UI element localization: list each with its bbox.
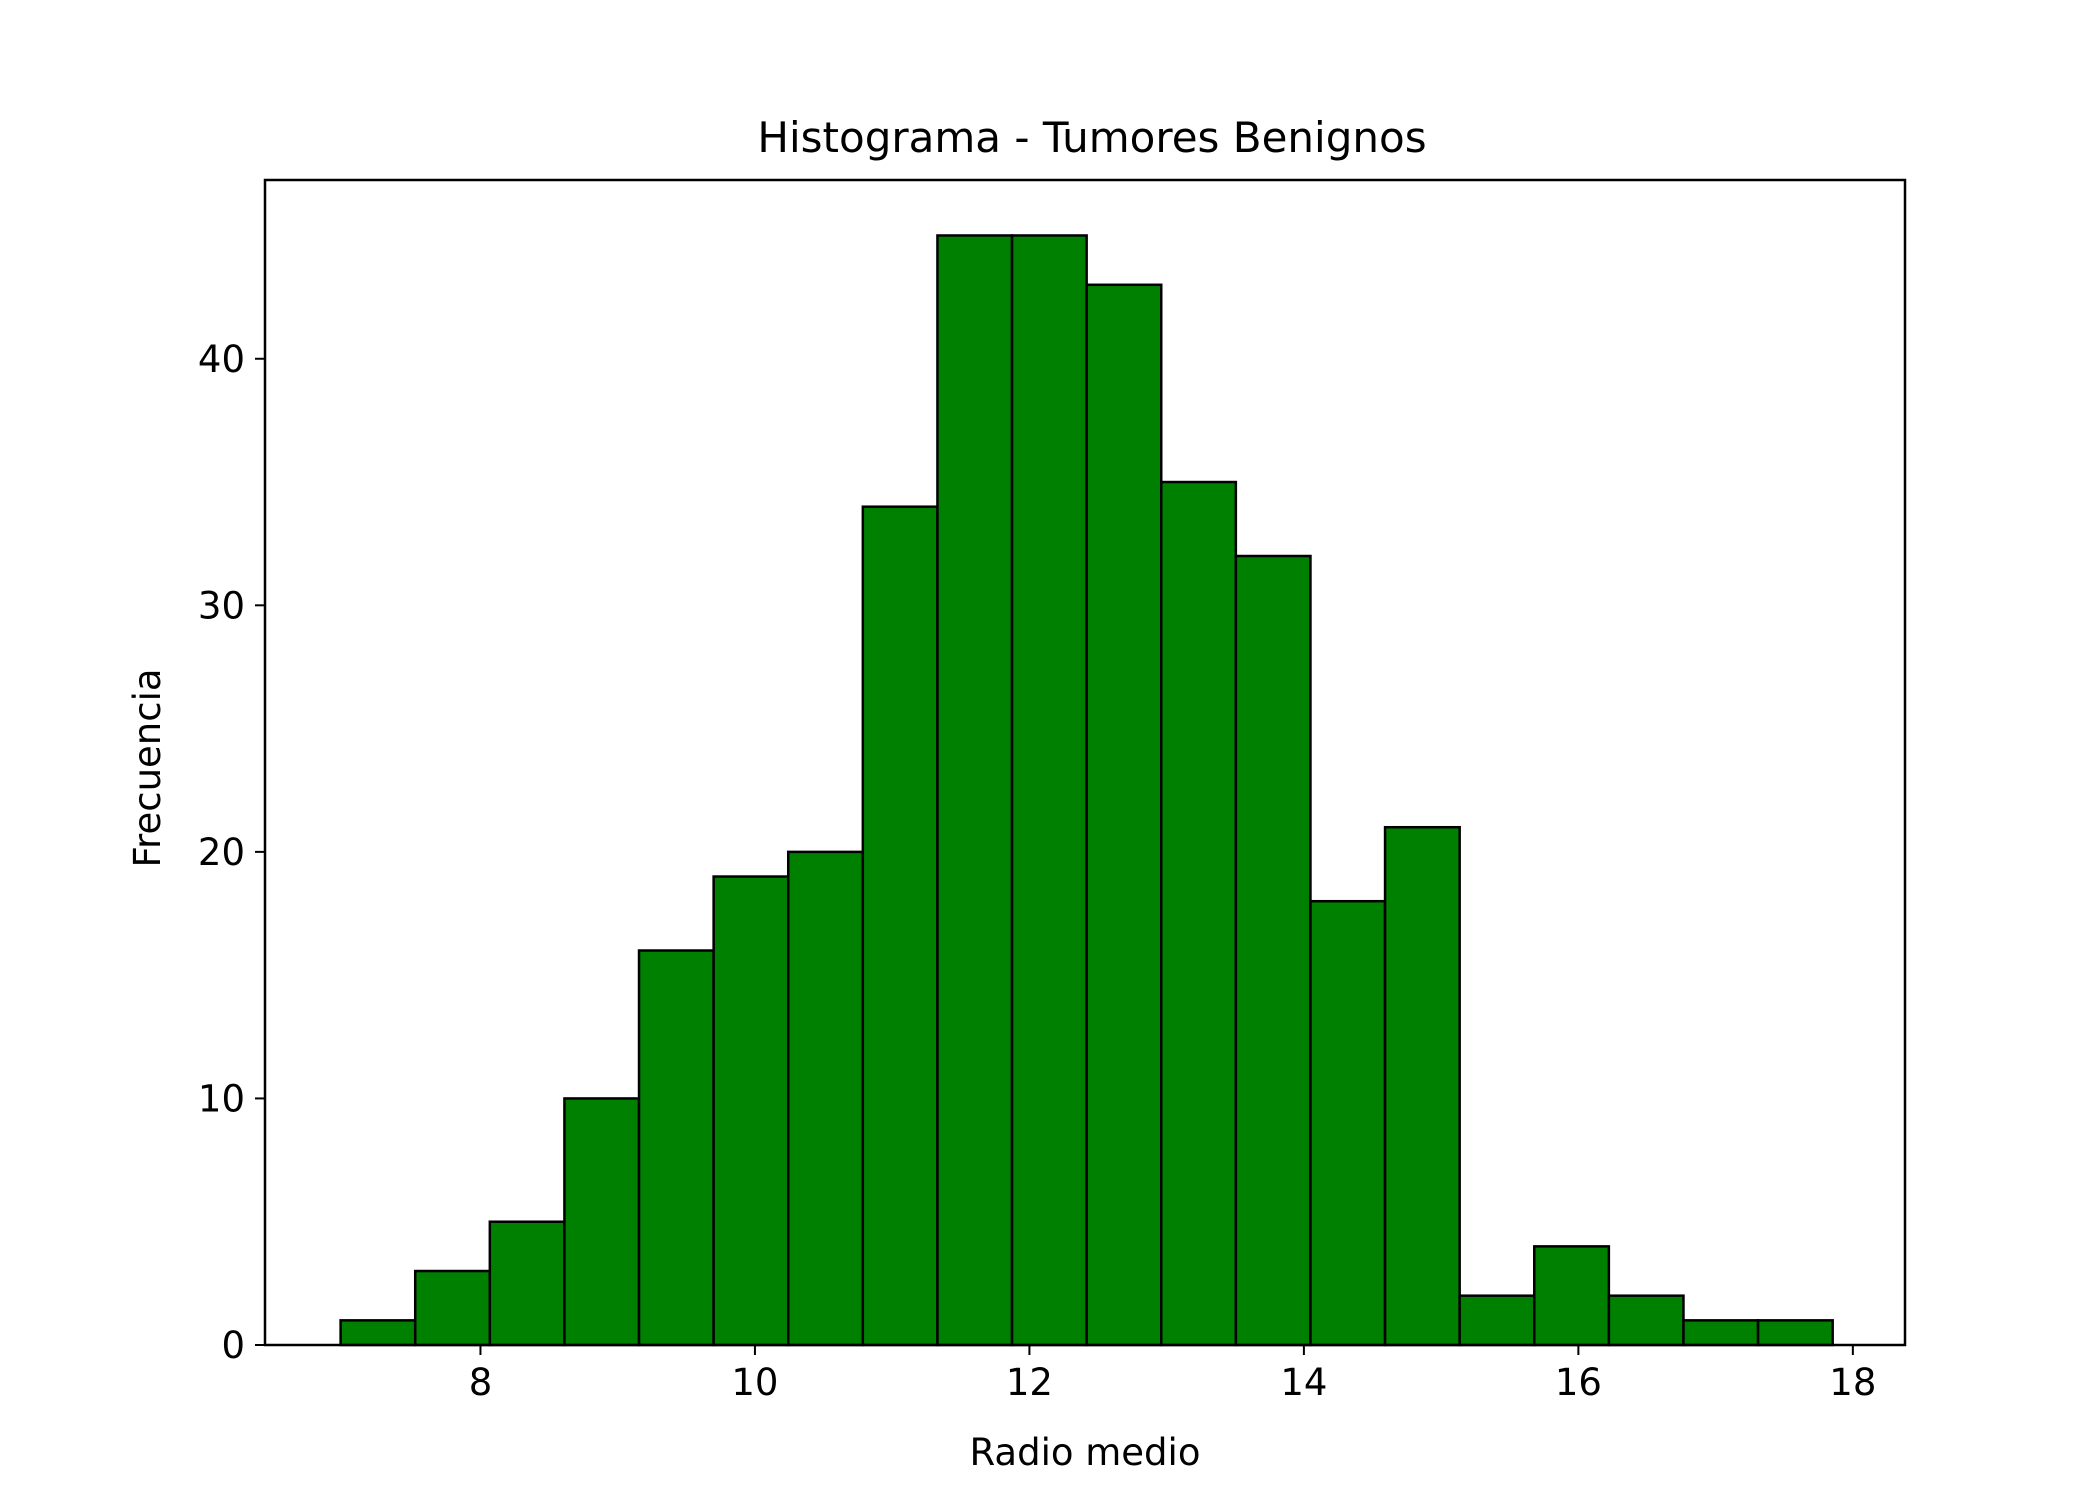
histogram-bar — [488, 1220, 566, 1347]
histogram-bar — [861, 505, 939, 1347]
histogram-bar — [1010, 234, 1088, 1347]
histogram-bar — [1383, 825, 1461, 1347]
histogram-bar — [1309, 899, 1387, 1347]
x-tick-label: 12 — [1006, 1361, 1053, 1404]
plot-area-frame — [263, 178, 1907, 1347]
histogram-bar — [1234, 554, 1312, 1347]
histogram-bar — [936, 234, 1014, 1347]
histogram-bar — [413, 1269, 492, 1347]
y-tick-label: 40 — [198, 338, 245, 381]
histogram-bar — [1682, 1319, 1760, 1347]
x-tick-label: 10 — [731, 1361, 778, 1404]
y-tick-label: 10 — [198, 1077, 245, 1120]
histogram-bar — [712, 875, 790, 1347]
x-axis-ticks: 8 10 12 14 16 18 — [469, 1345, 1876, 1404]
x-tick-label: 14 — [1280, 1361, 1327, 1404]
y-axis-label: Frecuencia — [126, 668, 169, 867]
x-tick-label: 16 — [1555, 1361, 1602, 1404]
y-axis-ticks: 0 10 20 30 40 — [198, 338, 265, 1367]
histogram-bar — [1458, 1294, 1536, 1347]
chart-title: Histograma - Tumores Benignos — [757, 113, 1426, 162]
histogram-bar — [1533, 1245, 1611, 1347]
y-tick-label: 20 — [198, 831, 245, 874]
histogram-bar — [339, 1319, 417, 1347]
histogram-bar — [563, 1097, 641, 1347]
histogram-bar — [1085, 283, 1163, 1347]
histogram-bar — [1756, 1319, 1834, 1347]
histogram-bar — [1607, 1294, 1685, 1347]
histogram-bar — [637, 949, 715, 1347]
y-tick-label: 30 — [198, 584, 245, 627]
x-tick-label: 8 — [469, 1361, 493, 1404]
histogram-bar — [1159, 480, 1238, 1347]
bars-group — [339, 234, 1834, 1347]
x-axis-label: Radio medio — [970, 1431, 1201, 1474]
histogram-bar — [786, 850, 865, 1347]
y-tick-label: 0 — [221, 1324, 245, 1367]
x-tick-label: 18 — [1829, 1361, 1876, 1404]
